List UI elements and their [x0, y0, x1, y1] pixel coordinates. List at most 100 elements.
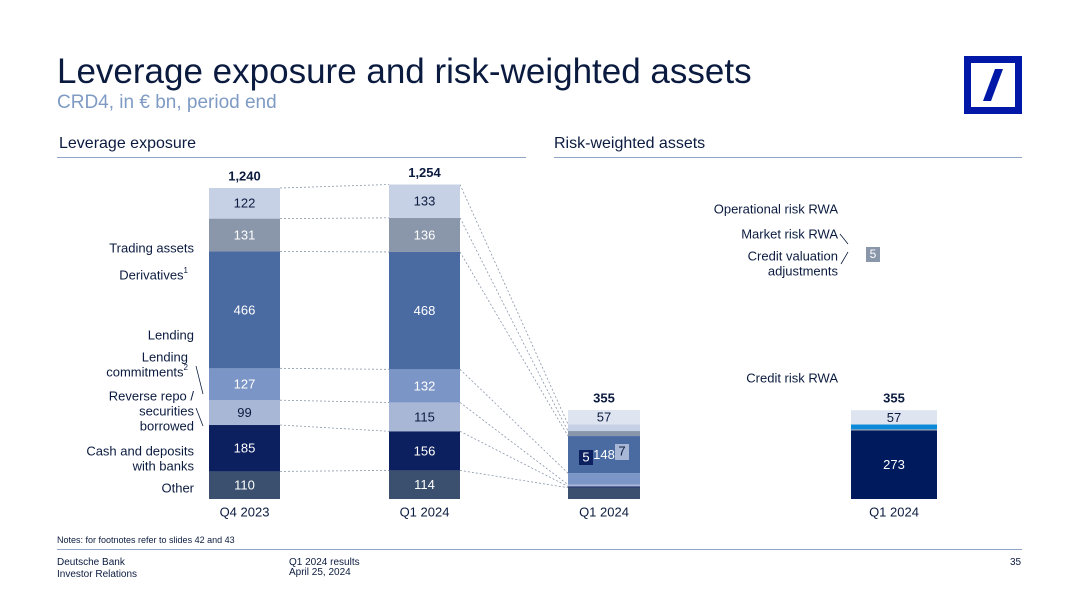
connector-line-b-3: [459, 402, 569, 486]
total-label-q1-2024: 1,254: [408, 165, 441, 180]
label-derivatives-superscript: 1: [184, 266, 189, 275]
label-other-line-1: Other: [161, 480, 194, 495]
data-label-q4-2023-lending: 466: [234, 302, 256, 317]
data-label-q1-2024-trading-assets: 133: [414, 194, 436, 209]
bar-q1-2024-lending: [389, 251, 460, 370]
data-label-rwa-breakdown-lending: 148: [593, 447, 615, 462]
bar-rwa-type-credit-risk-rwa: [851, 430, 937, 499]
connector-line-b-1: [459, 470, 569, 489]
callout-box-cash: [579, 450, 593, 465]
label-cash-deposits-line-1: Cash and deposits: [86, 443, 194, 458]
bar-rwa-breakdown-cash-and-deposits-with-banks: [568, 486, 640, 488]
data-label-q1-2024-other: 114: [414, 477, 435, 492]
bar-q4-2023-reverse-repo-securities-borrowed: [209, 400, 280, 426]
connector-line-a-4: [279, 367, 390, 370]
connector-line-a-2: [279, 424, 390, 432]
footer-rule: [57, 549, 1022, 550]
leader-cva: [840, 251, 849, 265]
section-title-rwa: Risk-weighted assets: [554, 135, 706, 152]
label-market-risk-rwa-line-1: Market risk RWA: [741, 226, 838, 241]
section-title-leverage: Leverage exposure: [59, 135, 196, 152]
leader-market-risk: [839, 233, 849, 245]
total-label-q4-2023: 1,240: [228, 168, 261, 183]
bar-q1-2024-cash-and-deposits-with-banks: [389, 431, 460, 471]
x-tick-label-q1-2024: Q1 2024: [400, 504, 450, 519]
bar-rwa-breakdown-lending-commitments: [568, 473, 640, 485]
bar-rwa-type-market-risk-rwa: [851, 424, 937, 430]
data-label-rwa-type-operational-risk-rwa: 57: [887, 410, 901, 425]
leader-reverse-repo: [195, 407, 204, 427]
label-credit-valuation-adjustments-line-2: adjustments: [768, 263, 839, 278]
section-rule-leverage: [57, 157, 526, 158]
footnote-notes: Notes: for footnotes refer to slides 42 …: [57, 535, 235, 545]
data-label-q4-2023-other: 110: [234, 478, 255, 493]
connector-line-b-6: [459, 217, 569, 432]
callout-label-repo: 7: [618, 443, 625, 458]
bar-q1-2024-reverse-repo-securities-borrowed: [389, 402, 460, 432]
x-tick-label-rwa-breakdown: Q1 2024: [579, 504, 629, 519]
bar-q1-2024-derivatives: [389, 217, 460, 252]
bar-q4-2023-cash-and-deposits-with-banks: [209, 425, 280, 472]
bar-rwa-breakdown-other: [568, 487, 640, 499]
bar-q4-2023-lending: [209, 251, 280, 369]
footer-company: Deutsche Bank: [57, 557, 125, 568]
leader-lending-commitments: [195, 365, 204, 395]
label-credit-valuation-adjustments-line-1: Credit valuation: [748, 248, 838, 263]
label-operational-risk-rwa-line-1: Operational risk RWA: [714, 201, 839, 216]
data-label-q1-2024-lending: 468: [414, 303, 436, 318]
total-label-rwa-type: 355: [883, 391, 905, 406]
callout-box-repo: [615, 444, 629, 460]
data-label-rwa-type-credit-risk-rwa: 273: [883, 457, 905, 472]
page-subtitle: CRD4, in € bn, period end: [57, 92, 277, 113]
label-reverse-repo-line-2: securities: [139, 403, 194, 418]
deutsche-bank-logo: [964, 56, 1022, 114]
x-tick-label-q4-2023: Q4 2023: [220, 504, 270, 519]
callout-label-cash: 5: [582, 449, 589, 464]
label-lending-commitments-line-1: Lending: [142, 349, 188, 364]
label-credit-risk-rwa-line-1: Credit risk RWA: [746, 370, 838, 385]
bar-q4-2023-trading-assets: [209, 188, 280, 219]
bar-q4-2023-derivatives: [209, 218, 280, 252]
label-lending-commitments-superscript: 2: [184, 363, 189, 372]
page-title: Leverage exposure and risk-weighted asse…: [57, 52, 752, 91]
data-label-q1-2024-reverse-repo-securities-borrowed: 115: [414, 409, 435, 424]
connector-line-a-6: [279, 217, 390, 220]
bar-q4-2023-lending-commitments: [209, 368, 280, 401]
label-lending-line-1: Lending: [148, 327, 194, 342]
connector-line-b-2: [459, 430, 569, 487]
connector-line-a-top: [279, 184, 390, 189]
data-label-rwa-breakdown-operational-risk-rwa: 57: [597, 410, 611, 425]
bar-rwa-breakdown-reverse-repo-securities-borrowed: [568, 484, 640, 487]
data-label-q4-2023-derivatives: 131: [234, 227, 256, 242]
bar-rwa-breakdown-trading-assets: [568, 424, 640, 432]
bar-q4-2023-other: [209, 471, 280, 499]
connector-line-a-1: [279, 470, 390, 472]
data-label-q4-2023-cash-and-deposits-with-banks: 185: [234, 441, 256, 456]
label-lending-commitments-line-2: commitments2: [106, 363, 188, 379]
label-cash-deposits-line-2: with banks: [132, 458, 195, 473]
callout-label-cva: 5: [870, 247, 877, 261]
x-tick-label-rwa-type: Q1 2024: [869, 504, 919, 519]
bar-rwa-type-credit-valuation-adjustments: [851, 429, 937, 431]
footer-date: April 25, 2024: [289, 567, 351, 578]
data-label-q4-2023-reverse-repo-securities-borrowed: 99: [237, 405, 251, 420]
connector-line-a-3: [279, 399, 390, 403]
connector-line-b-top: [459, 184, 569, 425]
connector-line-a-5: [279, 251, 390, 253]
data-label-q1-2024-derivatives: 136: [414, 227, 436, 242]
bar-q1-2024-lending-commitments: [389, 369, 460, 403]
callout-box-cva: [866, 247, 880, 262]
data-label-q1-2024-cash-and-deposits-with-banks: 156: [414, 443, 436, 458]
footer-report: Q1 2024 results: [289, 557, 360, 568]
data-label-q4-2023-lending-commitments: 127: [234, 377, 256, 392]
connector-line-b-4: [459, 369, 569, 474]
connector-line-b-5: [459, 251, 569, 437]
section-rule-rwa: [554, 157, 1022, 158]
bar-q1-2024-trading-assets: [389, 184, 460, 218]
label-reverse-repo-line-3: borrowed: [140, 418, 194, 433]
bar-rwa-breakdown-operational-risk-rwa: [568, 409, 640, 425]
data-label-q4-2023-trading-assets: 122: [234, 196, 256, 211]
bar-rwa-type-operational-risk-rwa: [851, 410, 937, 425]
footer-page-number: 35: [1010, 557, 1022, 568]
